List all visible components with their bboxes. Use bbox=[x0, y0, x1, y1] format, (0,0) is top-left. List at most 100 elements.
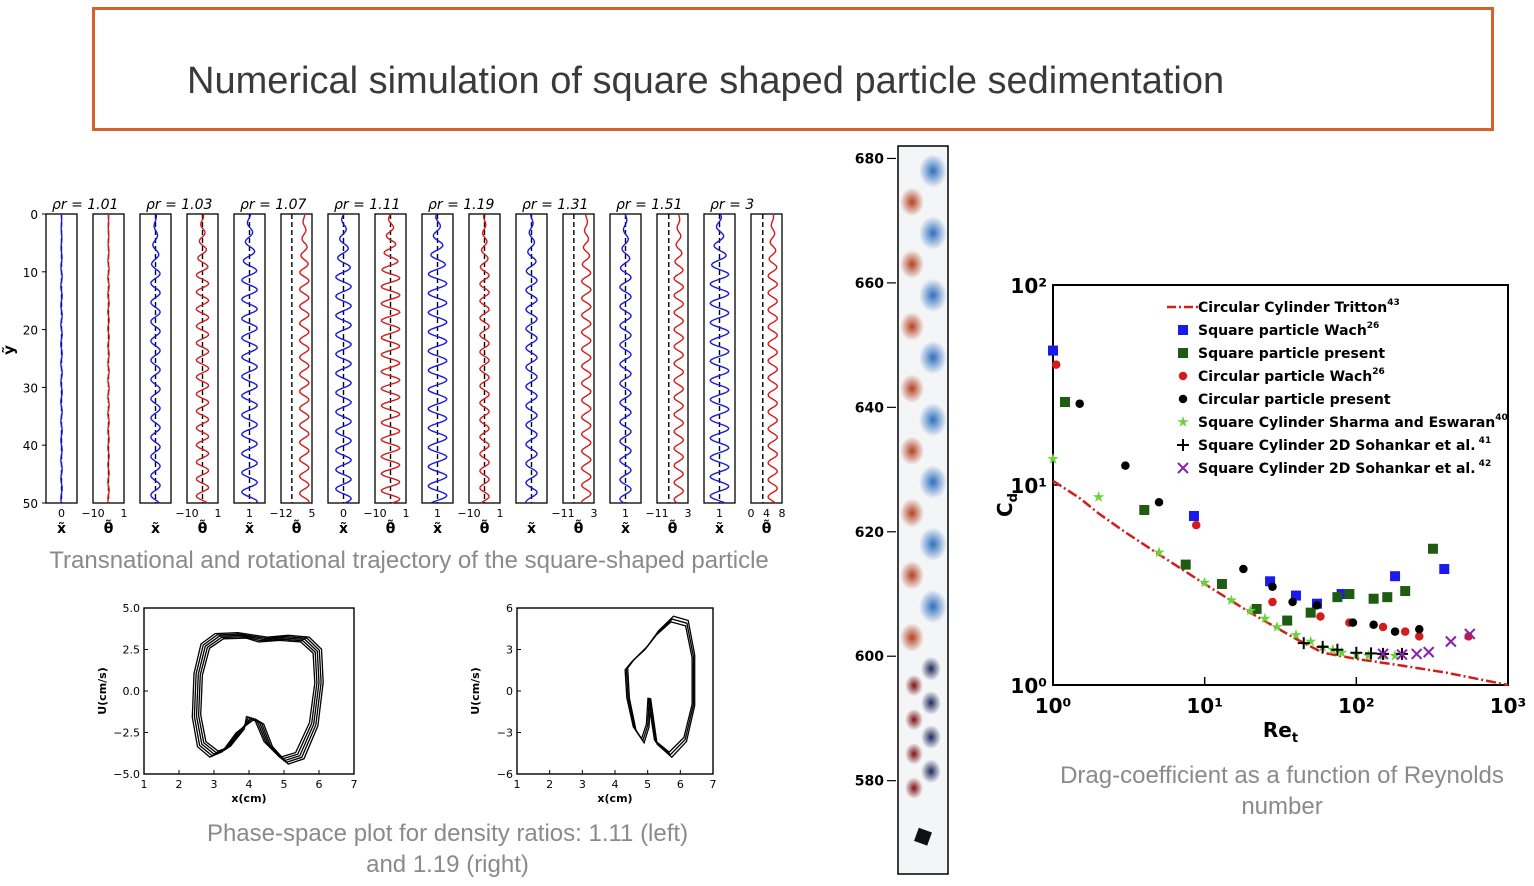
traj-y-tick-label: 10 bbox=[23, 266, 38, 280]
data-point bbox=[1191, 520, 1201, 530]
traj-group-label: ρr = 1.51 bbox=[616, 197, 682, 213]
traj-x-tick-label: −10 bbox=[457, 507, 480, 520]
vortex-blob bbox=[921, 759, 941, 784]
legend-marker bbox=[1178, 394, 1188, 404]
data-point bbox=[1121, 461, 1130, 470]
phase-x-tick-label: 4 bbox=[246, 778, 253, 791]
data-point bbox=[1244, 604, 1256, 616]
theta-trace-line bbox=[380, 213, 401, 504]
vortex-blob bbox=[900, 623, 924, 652]
x-trace-line bbox=[709, 213, 730, 504]
wake-y-tick-label: 660 bbox=[855, 276, 884, 292]
traj-y-tick-label: 50 bbox=[23, 497, 38, 511]
vortex-blob bbox=[921, 656, 941, 681]
theta-axis-label: θ̃ bbox=[480, 519, 490, 535]
drag-plot-frame bbox=[1052, 284, 1509, 686]
drag-y-tick-label: 10¹ bbox=[1010, 474, 1047, 498]
traj-x-tick-label: −10 bbox=[175, 507, 198, 520]
traj-group-label: ρr = 3 bbox=[710, 197, 754, 213]
data-point bbox=[1390, 571, 1401, 582]
phase-y-tick-label: 0.0 bbox=[123, 685, 141, 698]
phase-y-tick-label: 0 bbox=[506, 685, 513, 698]
data-point bbox=[1048, 345, 1058, 356]
phase-plot-left: 1 2 3 4 5 6 7 5.0 2.5 0.0 −2.5 −5.0 x(cm) U(cm/s) bbox=[96, 602, 358, 805]
legend-entry: Square Cylinder Sharma and Eswaran40 bbox=[1198, 413, 1508, 431]
vortex-blob bbox=[905, 674, 923, 697]
vortex-blob bbox=[919, 340, 947, 375]
traj-x-tick-label: −11 bbox=[551, 507, 574, 520]
drag-y-tick-label: 10² bbox=[1010, 274, 1047, 298]
legend-marker bbox=[1178, 371, 1188, 381]
data-point bbox=[1199, 576, 1211, 588]
legend-superscript: 26 bbox=[1367, 321, 1380, 331]
phase-y-tick-label: −2.5 bbox=[113, 727, 140, 740]
phase-y-tick-label: 5.0 bbox=[123, 602, 141, 615]
drag-x-axis-label: Ret bbox=[1263, 718, 1298, 745]
data-point bbox=[1154, 497, 1164, 507]
legend-marker bbox=[1178, 348, 1188, 358]
data-point bbox=[1378, 622, 1388, 632]
traj-x-tick-label: −11 bbox=[645, 507, 668, 520]
theta-trace-line bbox=[298, 213, 310, 504]
x-trace-line bbox=[525, 213, 538, 504]
data-point bbox=[1369, 620, 1378, 630]
traj-x-tick-label: 0 bbox=[58, 507, 65, 520]
traj-x-tick-label: −10 bbox=[81, 507, 104, 520]
legend-superscript: 41 bbox=[1476, 436, 1492, 446]
legend-superscript: 42 bbox=[1476, 459, 1492, 469]
legend-superscript: 26 bbox=[1372, 367, 1385, 377]
vortex-blob bbox=[900, 249, 924, 279]
legend-entry: Square Cylinder 2D Sohankar et al. 42 bbox=[1198, 459, 1491, 477]
data-point bbox=[1305, 635, 1317, 647]
phase-trajectory-line bbox=[191, 632, 324, 765]
data-point bbox=[1415, 632, 1424, 641]
phase-x-tick-label: 7 bbox=[351, 778, 358, 791]
data-point bbox=[1297, 637, 1310, 650]
drag-x-tick-label: 10³ bbox=[1490, 694, 1527, 718]
wake-y-tick-label: 640 bbox=[855, 400, 884, 416]
vortex-blob bbox=[919, 465, 947, 499]
traj-x-tick-label: 8 bbox=[779, 507, 786, 520]
traj-x-tick-label: 3 bbox=[591, 507, 598, 520]
phase-x-tick-label: 5 bbox=[644, 778, 651, 791]
data-point bbox=[1188, 510, 1199, 521]
data-point bbox=[1396, 648, 1408, 661]
legend-marker bbox=[1177, 462, 1189, 474]
traj-x-tick-label: 1 bbox=[497, 507, 504, 520]
theta-trace-line bbox=[580, 213, 592, 504]
x-trace-line bbox=[60, 214, 63, 504]
data-point bbox=[1335, 646, 1348, 658]
data-point bbox=[1362, 649, 1374, 661]
phase-y-tick-label: −6 bbox=[497, 768, 513, 781]
vortex-blob bbox=[905, 743, 923, 765]
traj-y-tick-label: 20 bbox=[23, 324, 38, 338]
traj-group-label: ρr = 1.11 bbox=[334, 197, 400, 213]
data-point bbox=[1259, 612, 1271, 624]
vortex-blob bbox=[919, 527, 947, 562]
phase-x-tick-label: 3 bbox=[579, 778, 586, 791]
x-trace-line bbox=[335, 213, 352, 504]
traj-x-tick-label: −10 bbox=[363, 507, 386, 520]
traj-y-tick-label: 30 bbox=[23, 381, 38, 395]
traj-x-tick-label: −12 bbox=[269, 507, 292, 520]
title-frame: Numerical simulation of square shaped pa… bbox=[92, 7, 1494, 131]
vortex-blob bbox=[919, 402, 947, 437]
phase-x-tick-label: 6 bbox=[316, 778, 323, 791]
traj-group-label: ρr = 1.03 bbox=[146, 197, 212, 213]
vortex-blob bbox=[919, 154, 947, 188]
data-point bbox=[1290, 590, 1301, 601]
data-point bbox=[1271, 621, 1283, 632]
theta-trace-line bbox=[479, 213, 490, 504]
vortex-blob bbox=[919, 278, 947, 313]
legend-marker bbox=[1177, 439, 1189, 451]
theta-panel-frame bbox=[656, 213, 689, 504]
vortex-blob bbox=[905, 708, 923, 731]
data-point bbox=[1180, 559, 1191, 570]
traj-group-label: ρr = 1.01 bbox=[52, 197, 118, 213]
traj-y-tick-label: 0 bbox=[30, 208, 38, 222]
traj-group-label: ρr = 1.31 bbox=[522, 197, 588, 213]
vortex-blob bbox=[900, 374, 924, 404]
phase-x-axis-label: x(cm) bbox=[231, 792, 266, 805]
x-axis-label: x̃ bbox=[57, 521, 66, 535]
data-point bbox=[1445, 635, 1457, 648]
